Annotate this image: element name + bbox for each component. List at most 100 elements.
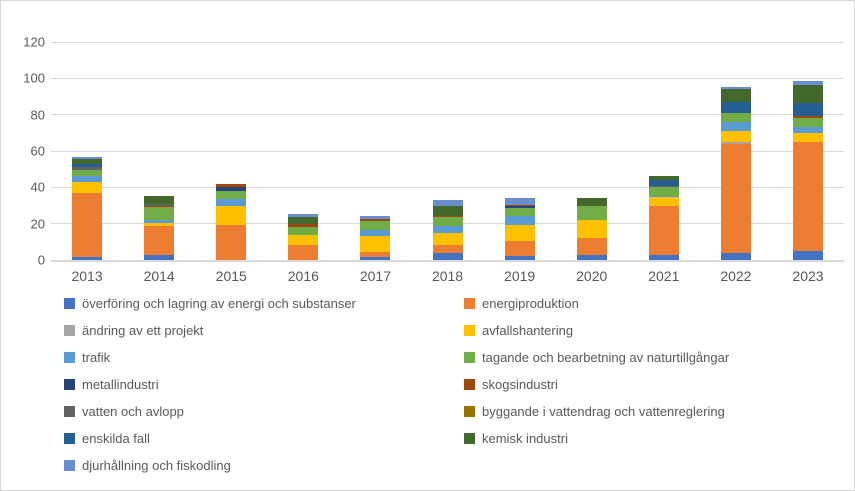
bar-segment xyxy=(792,132,823,142)
legend-marker-icon xyxy=(464,379,475,390)
legend-marker-icon xyxy=(464,352,475,363)
x-axis-label-2021: 2021 xyxy=(648,268,680,284)
bar-segment xyxy=(720,89,751,102)
legend-label: ändring av ett projekt xyxy=(82,323,204,338)
gridline-120 xyxy=(51,41,844,43)
bar-slot-2016 xyxy=(267,42,339,260)
legend-item: energiproduktion xyxy=(464,294,854,313)
bar-segment xyxy=(792,118,823,128)
bar-segment xyxy=(360,230,391,236)
legend-label: avfallshantering xyxy=(482,323,574,338)
bar-segment xyxy=(216,183,247,188)
legend-item: skogsindustri xyxy=(464,375,854,394)
bar-segment xyxy=(648,185,679,188)
bar-segment xyxy=(648,180,679,186)
legend: överföring och lagring av energi och sub… xyxy=(64,294,854,475)
gridline-60 xyxy=(51,150,844,152)
bar-slot-2019 xyxy=(484,42,556,260)
legend-item: enskilda fall xyxy=(64,429,464,448)
bar-segment xyxy=(144,222,175,226)
bars-area xyxy=(51,42,844,260)
legend-item: vatten och avlopp xyxy=(64,402,464,421)
x-axis-label-2020: 2020 xyxy=(576,268,608,284)
bar-segment xyxy=(360,216,391,220)
bar-segment xyxy=(288,245,319,260)
bar-segment xyxy=(360,219,391,221)
stacked-bar-2015 xyxy=(216,183,247,260)
stacked-bar-2023 xyxy=(792,81,823,260)
bar-segment xyxy=(792,141,823,251)
bar-segment xyxy=(432,200,463,207)
legend-label: skogsindustri xyxy=(482,377,558,392)
bar-segment xyxy=(648,195,679,198)
y-axis-tick-label: 120 xyxy=(23,34,45,50)
x-axis-label-2016: 2016 xyxy=(287,268,319,284)
legend-marker-icon xyxy=(64,325,75,336)
bar-segment xyxy=(216,224,247,260)
bar-segment xyxy=(504,204,535,207)
bar-segment xyxy=(792,84,823,103)
legend-label: tagande och bearbetning av naturtillgång… xyxy=(482,350,730,365)
bar-segment xyxy=(792,115,823,119)
legend-marker-icon xyxy=(64,298,75,309)
legend-marker-icon xyxy=(64,379,75,390)
bar-segment xyxy=(360,251,391,258)
y-axis-tick-label: 20 xyxy=(30,216,45,232)
legend-label: enskilda fall xyxy=(82,431,150,446)
stacked-bar-2020 xyxy=(576,198,607,260)
legend-item: överföring och lagring av energi och sub… xyxy=(64,294,464,313)
bar-segment xyxy=(216,206,247,225)
bar-segment xyxy=(504,240,535,257)
bar-segment xyxy=(288,227,319,236)
x-axis-label-2023: 2023 xyxy=(792,268,824,284)
y-axis-labels: 0 20 40 60 80 100 120 xyxy=(5,36,45,267)
bar-segment xyxy=(288,223,319,228)
bar-segment xyxy=(432,232,463,246)
bar-segment xyxy=(144,203,175,206)
legend-label: djurhållning och fiskodling xyxy=(82,458,231,473)
bar-segment xyxy=(504,256,535,260)
x-axis-labels: 2013 2014 2015 2016 2017 2018 2019 2020 2021 2022… xyxy=(51,268,844,284)
gridline-100 xyxy=(51,77,844,79)
bar-segment xyxy=(144,205,175,208)
bar-segment xyxy=(576,220,607,239)
legend-marker-icon xyxy=(464,325,475,336)
legend-marker-icon xyxy=(64,433,75,444)
x-axis-label-2022: 2022 xyxy=(720,268,752,284)
bar-segment xyxy=(72,163,103,168)
bar-segment xyxy=(576,198,607,206)
bar-segment xyxy=(720,101,751,113)
bar-segment xyxy=(576,254,607,260)
bar-segment xyxy=(648,187,679,196)
bar-segment xyxy=(720,141,751,144)
legend-marker-icon xyxy=(64,460,75,471)
x-axis-label-2014: 2014 xyxy=(143,268,175,284)
y-axis-tick-label: 100 xyxy=(23,70,45,86)
bar-segment xyxy=(720,112,751,122)
bar-segment xyxy=(648,176,679,181)
legend-item: ändring av ett projekt xyxy=(64,321,464,340)
bar-segment xyxy=(504,206,535,209)
stacked-bar-2016 xyxy=(288,213,319,260)
legend-marker-icon xyxy=(64,352,75,363)
bar-segment xyxy=(144,196,175,204)
bar-segment xyxy=(792,102,823,116)
bar-segment xyxy=(504,208,535,216)
legend-label: överföring och lagring av energi och sub… xyxy=(82,296,356,311)
bar-segment xyxy=(576,205,607,221)
bar-segment xyxy=(72,181,103,193)
bar-segment xyxy=(72,257,103,260)
bar-segment xyxy=(72,156,103,160)
bar-segment xyxy=(144,254,175,260)
bar-segment xyxy=(216,199,247,207)
legend-label: trafik xyxy=(82,350,111,365)
legend-marker-icon xyxy=(464,298,475,309)
bar-segment xyxy=(792,81,823,85)
bar-segment xyxy=(720,131,751,142)
legend-label: vatten och avlopp xyxy=(82,404,184,419)
bar-slot-2023 xyxy=(772,42,844,260)
bar-segment xyxy=(504,215,535,225)
legend-item: avfallshantering xyxy=(464,321,854,340)
bar-segment xyxy=(288,217,319,224)
